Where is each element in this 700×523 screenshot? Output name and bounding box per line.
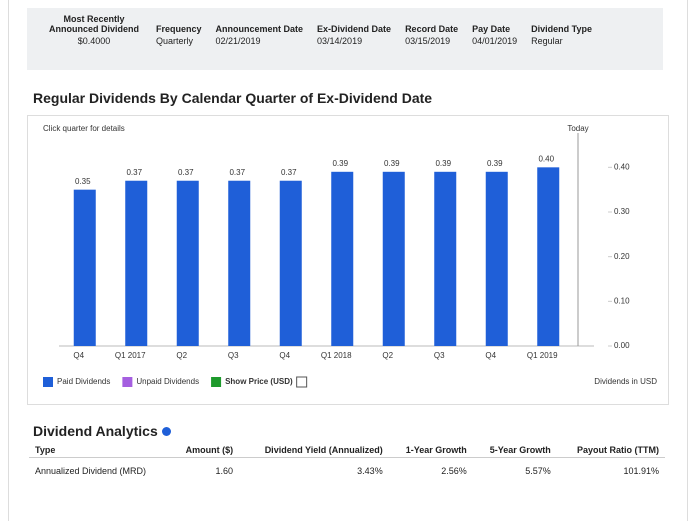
table-header: Payout Ratio (TTM) <box>556 443 665 458</box>
bar <box>73 189 96 346</box>
summary-value: 03/15/2019 <box>405 36 451 46</box>
value-label: 0.40 <box>538 154 554 163</box>
x-tick-label: Q3 <box>228 351 239 360</box>
value-label: 0.35 <box>75 177 91 186</box>
chart-title: Regular Dividends By Calendar Quarter of… <box>33 90 433 106</box>
analytics-title-text: Dividend Analytics <box>33 423 158 439</box>
summary-value: 03/14/2019 <box>317 36 363 46</box>
x-tick-label: Q2 <box>382 351 393 360</box>
y-tick-label: 0.40 <box>614 162 630 171</box>
summary-header: Frequency <box>156 24 202 34</box>
table-header: Type <box>29 443 171 458</box>
value-label: 0.39 <box>384 159 400 168</box>
bar <box>434 171 457 346</box>
value-label: 0.37 <box>229 168 245 177</box>
y-tick-label: 0.20 <box>614 252 630 261</box>
summary-header: Ex-Dividend Date <box>317 24 392 34</box>
summary-value: Quarterly <box>156 36 194 46</box>
table-header: 5-Year Growth <box>472 443 557 458</box>
summary-header: Most Recently Announced Dividend <box>49 14 139 34</box>
table-header: Dividend Yield (Annualized) <box>239 443 389 458</box>
value-label: 0.37 <box>126 168 142 177</box>
info-icon[interactable] <box>161 427 171 436</box>
chart: Click quarter for details 0.00 0.10 0.20 0.… <box>27 115 669 405</box>
checkbox[interactable] <box>296 376 308 388</box>
x-tick-label: Q4 <box>485 351 496 360</box>
summary-panel: Most Recently Announced Dividend Frequenc… <box>27 8 663 70</box>
table-cell: 3.43% <box>357 466 383 476</box>
x-tick-label: Q3 <box>434 351 445 360</box>
x-tick-label: Q4 <box>279 351 290 360</box>
value-label: 0.39 <box>435 159 451 168</box>
summary-header: Dividend Type <box>531 24 592 34</box>
bar <box>331 171 354 346</box>
x-tick-label: Q2 <box>176 351 187 360</box>
bar <box>537 167 560 346</box>
summary-value: 04/01/2019 <box>472 36 518 46</box>
x-tick-label: Q1 2018 <box>321 351 352 360</box>
table-cell: 2.56% <box>441 466 467 476</box>
x-tick-label: Q4 <box>73 351 84 360</box>
summary-value: Regular <box>531 36 563 46</box>
summary-header: Announcement Date <box>215 24 304 34</box>
y-tick-label: 0.10 <box>614 296 630 305</box>
today-label: Today <box>567 124 588 133</box>
bar <box>382 171 405 346</box>
units-note: Dividends in USD <box>594 377 657 386</box>
analytics-table: Type Amount ($) Dividend Yield (Annualized… <box>29 443 665 484</box>
analytics-title: Dividend Analytics <box>33 423 171 439</box>
value-label: 0.37 <box>281 168 297 177</box>
x-tick-label: Q1 2019 <box>527 351 558 360</box>
bar <box>228 180 251 346</box>
table-header: Amount ($) <box>170 443 240 458</box>
y-tick-label: 0.30 <box>614 207 630 216</box>
summary-header: Pay Date <box>472 24 511 34</box>
bar <box>176 180 199 346</box>
bar <box>279 180 302 346</box>
table-cell: 5.57% <box>525 466 551 476</box>
summary-table: Most Recently Announced Dividend Frequenc… <box>39 14 599 48</box>
summary-value: $0.4000 <box>77 36 111 46</box>
value-label: 0.37 <box>178 168 194 177</box>
chart-subtitle: Click quarter for details <box>43 124 125 133</box>
x-tick-label: Q1 2017 <box>115 351 146 360</box>
value-label: 0.39 <box>487 159 503 168</box>
table-cell: Annualized Dividend (MRD) <box>35 466 147 476</box>
legend-label: Show Price (USD) <box>225 377 293 386</box>
bar <box>485 171 508 346</box>
table-header: 1-Year Growth <box>388 443 473 458</box>
legend-label: Unpaid Dividends <box>136 377 199 386</box>
value-label: 0.39 <box>332 159 348 168</box>
bar <box>125 180 148 346</box>
legend-swatch <box>122 377 133 387</box>
legend-swatch <box>211 377 222 387</box>
legend-swatch <box>43 377 53 387</box>
table-cell: 101.91% <box>623 466 659 476</box>
summary-value: 02/21/2019 <box>215 36 261 46</box>
y-tick-label: 0.00 <box>614 341 630 350</box>
legend-label: Paid Dividends <box>57 377 110 386</box>
table-row: Annualized Dividend (MRD) 1.60 3.43% 2.56% 5… <box>29 458 665 485</box>
page: Most Recently Announced Dividend Frequenc… <box>8 0 688 521</box>
table-cell: 1.60 <box>215 466 234 476</box>
summary-header: Record Date <box>405 24 459 34</box>
